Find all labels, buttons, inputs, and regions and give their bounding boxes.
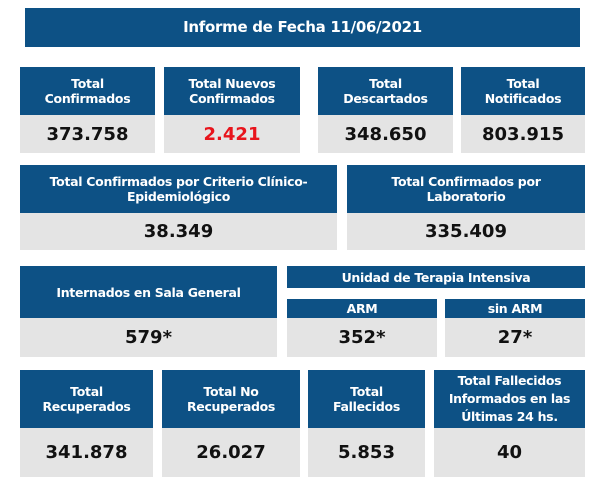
fallecidos-24h-value: 40	[434, 428, 585, 477]
nuevos-confirmados-value: 2.421	[164, 115, 300, 153]
total-confirmados-value: 373.758	[20, 115, 155, 153]
total-descartados-value: 348.650	[318, 115, 453, 153]
sin-arm-label: sin ARM	[445, 299, 585, 318]
uti-label: Unidad de Terapia Intensiva	[287, 266, 585, 288]
sala-general-label: Internados en Sala General	[20, 266, 277, 318]
recuperados-value: 341.878	[20, 428, 153, 477]
fallecidos-24h-label: Total Fallecidos Informados en las Últim…	[434, 370, 585, 428]
laboratorio-value: 335.409	[347, 213, 585, 250]
total-notificados-value: 803.915	[461, 115, 585, 153]
sin-arm-value: 27*	[445, 318, 585, 357]
sala-general-value: 579*	[20, 318, 277, 357]
total-descartados-label: Total Descartados	[318, 67, 453, 115]
arm-label: ARM	[287, 299, 437, 318]
report-title: Informe de Fecha 11/06/2021	[25, 8, 580, 47]
criterio-clinico-label: Total Confirmados por Criterio Clínico- …	[20, 165, 337, 213]
fallecidos-value: 5.853	[308, 428, 425, 477]
total-confirmados-label: Total Confirmados	[20, 67, 155, 115]
total-notificados-label: Total Notificados	[461, 67, 585, 115]
fallecidos-label: Total Fallecidos	[308, 370, 425, 428]
arm-value: 352*	[287, 318, 437, 357]
nuevos-confirmados-label: Total Nuevos Confirmados	[164, 67, 300, 115]
no-recuperados-value: 26.027	[162, 428, 300, 477]
recuperados-label: Total Recuperados	[20, 370, 153, 428]
criterio-clinico-value: 38.349	[20, 213, 337, 250]
laboratorio-label: Total Confirmados por Laboratorio	[347, 165, 585, 213]
no-recuperados-label: Total No Recuperados	[162, 370, 300, 428]
